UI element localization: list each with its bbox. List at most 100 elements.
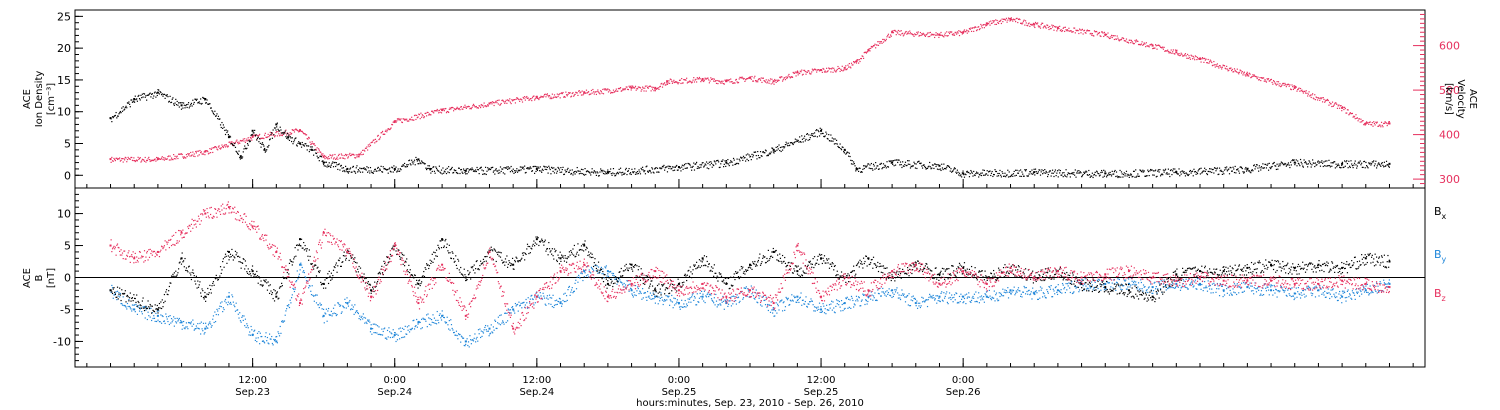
density-sample [177, 104, 179, 106]
density-sample [958, 172, 961, 174]
density-sample [1194, 170, 1196, 173]
velocity-sample [141, 160, 143, 162]
velocity-sample [922, 32, 924, 34]
by-sample [588, 276, 590, 278]
velocity-sample [182, 156, 184, 158]
density-sample [1005, 176, 1007, 178]
velocity-sample [1333, 104, 1335, 106]
velocity-sample [668, 80, 670, 82]
velocity-sample [855, 62, 858, 64]
velocity-sample [322, 155, 325, 157]
density-sample [796, 140, 799, 142]
by-sample [718, 299, 720, 301]
by-sample [329, 314, 331, 317]
density-sample [459, 172, 461, 175]
density-sample [896, 159, 898, 161]
density-sample [995, 170, 997, 173]
velocity-sample [174, 155, 176, 157]
velocity-sample [818, 70, 821, 72]
by-sample [218, 307, 220, 310]
density-sample [398, 170, 400, 172]
density-sample [978, 173, 980, 176]
velocity-sample [1342, 106, 1344, 108]
by-sample [698, 301, 700, 303]
velocity-sample [352, 153, 354, 156]
by-sample [147, 311, 149, 313]
velocity-sample [1194, 59, 1196, 61]
density-sample [1152, 170, 1155, 172]
velocity-sample [1015, 17, 1017, 20]
velocity-sample [411, 119, 413, 121]
density-sample [679, 167, 681, 169]
density-sample [846, 151, 848, 153]
density-sample [991, 170, 993, 173]
density-sample [438, 165, 440, 167]
density-sample [1145, 175, 1147, 177]
velocity-sample [1044, 26, 1047, 28]
by-sample [248, 334, 250, 336]
velocity-sample [484, 105, 486, 107]
density-sample [408, 159, 411, 161]
by-sample [421, 327, 423, 329]
velocity-sample [221, 144, 223, 146]
density-sample [1318, 162, 1320, 164]
density-sample [327, 164, 329, 166]
density-sample [1189, 169, 1192, 172]
velocity-sample [328, 157, 330, 160]
density-sample [1148, 174, 1150, 177]
by-sample [369, 321, 371, 323]
velocity-sample [209, 148, 211, 150]
density-sample [1138, 175, 1140, 177]
velocity-sample [254, 134, 256, 136]
velocity-sample [398, 117, 400, 120]
density-sample [310, 146, 312, 148]
velocity-sample [291, 132, 293, 135]
by-sample [565, 295, 568, 297]
velocity-sample [677, 83, 679, 85]
velocity-sample [588, 94, 590, 96]
velocity-sample [1120, 38, 1123, 40]
density-sample [1029, 171, 1031, 173]
density-sample [1165, 173, 1167, 175]
velocity-sample [726, 79, 728, 81]
density-sample [548, 165, 550, 167]
density-sample [802, 141, 804, 143]
by-sample [337, 302, 340, 304]
velocity-sample [1201, 58, 1203, 60]
by-sample [220, 305, 222, 308]
by-sample [752, 288, 754, 291]
density-sample [860, 171, 862, 173]
by-sample [747, 288, 749, 290]
density-sample [573, 171, 575, 173]
by-sample [488, 335, 490, 337]
density-sample [1169, 175, 1171, 178]
velocity-sample [637, 86, 639, 88]
by-sample [450, 319, 452, 321]
velocity-sample [478, 105, 480, 107]
velocity-sample [850, 67, 852, 69]
density-sample [198, 101, 200, 103]
by-sample [570, 291, 572, 293]
velocity-sample [934, 34, 936, 36]
velocity-sample [144, 156, 146, 159]
velocity-sample [1097, 32, 1099, 34]
velocity-sample [491, 103, 493, 105]
density-sample [313, 149, 315, 151]
velocity-sample [964, 31, 966, 33]
velocity-sample [646, 85, 648, 87]
density-sample [203, 97, 205, 99]
density-sample [1388, 165, 1390, 167]
by-sample [554, 300, 556, 302]
velocity-sample [1267, 79, 1269, 81]
density-sample [858, 167, 860, 169]
velocity-sample [1056, 30, 1058, 32]
density-sample [748, 154, 750, 156]
velocity-sample [274, 135, 276, 137]
velocity-sample [557, 95, 559, 98]
density-sample [816, 136, 818, 138]
velocity-sample [848, 62, 850, 65]
density-sample [753, 151, 755, 153]
density-sample [352, 166, 354, 168]
density-sample [914, 167, 917, 169]
by-sample [686, 305, 688, 307]
